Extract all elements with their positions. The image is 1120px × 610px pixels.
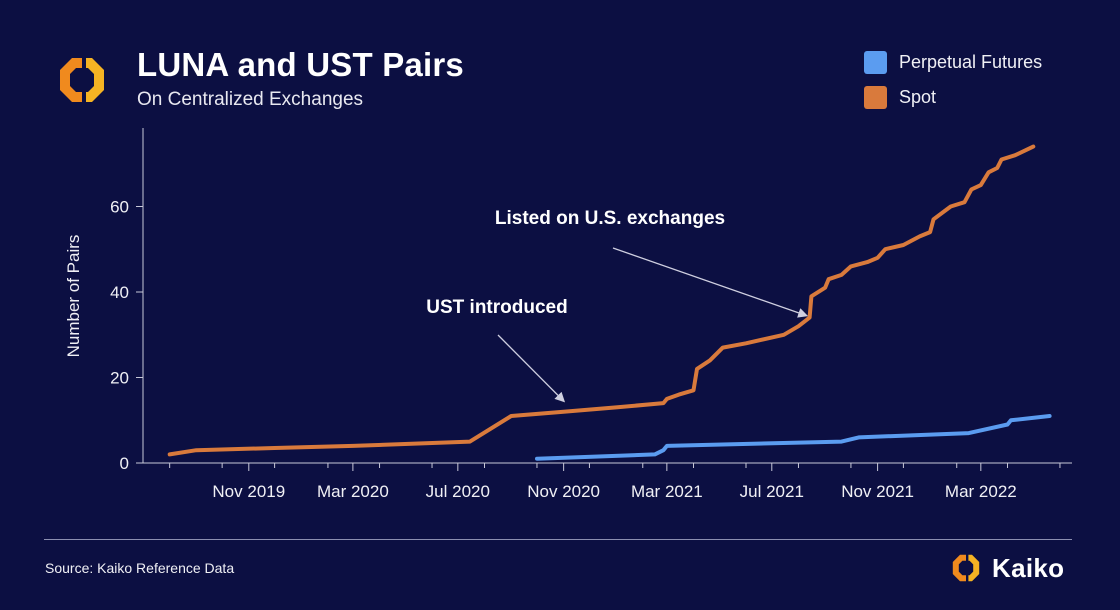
legend-label-spot: Spot: [899, 86, 937, 107]
x-tick-label-0: Nov 2019: [212, 482, 285, 501]
x-tick-label-7: Mar 2022: [945, 482, 1017, 501]
legend-label-perpetual-futures: Perpetual Futures: [899, 51, 1043, 72]
brand-name: Kaiko: [992, 552, 1065, 583]
legend-item-perpetual-futures: Perpetual Futures: [864, 50, 1042, 74]
page-title: LUNA and UST Pairs: [137, 46, 464, 83]
x-tick-label-4: Mar 2021: [631, 482, 703, 501]
chart-legend: Perpetual Futures Spot: [864, 50, 1042, 120]
source-note: Source: Kaiko Reference Data: [45, 560, 235, 576]
y-tick-label-20: 20: [110, 369, 129, 388]
x-tick-label-5: Jul 2021: [740, 482, 804, 501]
x-tick-label-3: Nov 2020: [527, 482, 600, 501]
legend-swatch-spot: [864, 85, 887, 109]
footer-divider: [44, 539, 1072, 540]
brand: Kaiko: [948, 550, 1064, 586]
annotation-listed-us-exchanges-arrow: [612, 247, 809, 318]
legend-item-spot: Spot: [864, 85, 1042, 109]
series-line-spot: [167, 144, 1036, 457]
kaiko-logo-icon: [952, 554, 980, 582]
page-subtitle: On Centralized Exchanges: [137, 89, 364, 110]
y-tick-label-60: 60: [110, 198, 129, 217]
annotation-ust-introduced-arrow: [497, 334, 566, 403]
x-tick-label-6: Nov 2021: [841, 482, 914, 501]
annotation-ust-introduced-text: UST introduced: [426, 297, 567, 318]
y-tick-label-40: 40: [110, 283, 129, 302]
x-tick-label-1: Mar 2020: [317, 482, 389, 501]
series-line-perpetual-futures: [535, 414, 1052, 461]
y-axis-label: Number of Pairs: [64, 235, 83, 358]
x-tick-label-2: Jul 2020: [426, 482, 490, 501]
annotation-listed-us-exchanges-text: Listed on U.S. exchanges: [495, 208, 725, 229]
legend-swatch-perpetual-futures: [864, 50, 887, 74]
kaiko-logo-icon: [60, 58, 104, 102]
line-chart: 0 20 40 60 Number of Pairs Nov 2019 Mar 2020 Ju…: [64, 128, 1072, 501]
y-tick-label-0: 0: [120, 454, 129, 473]
